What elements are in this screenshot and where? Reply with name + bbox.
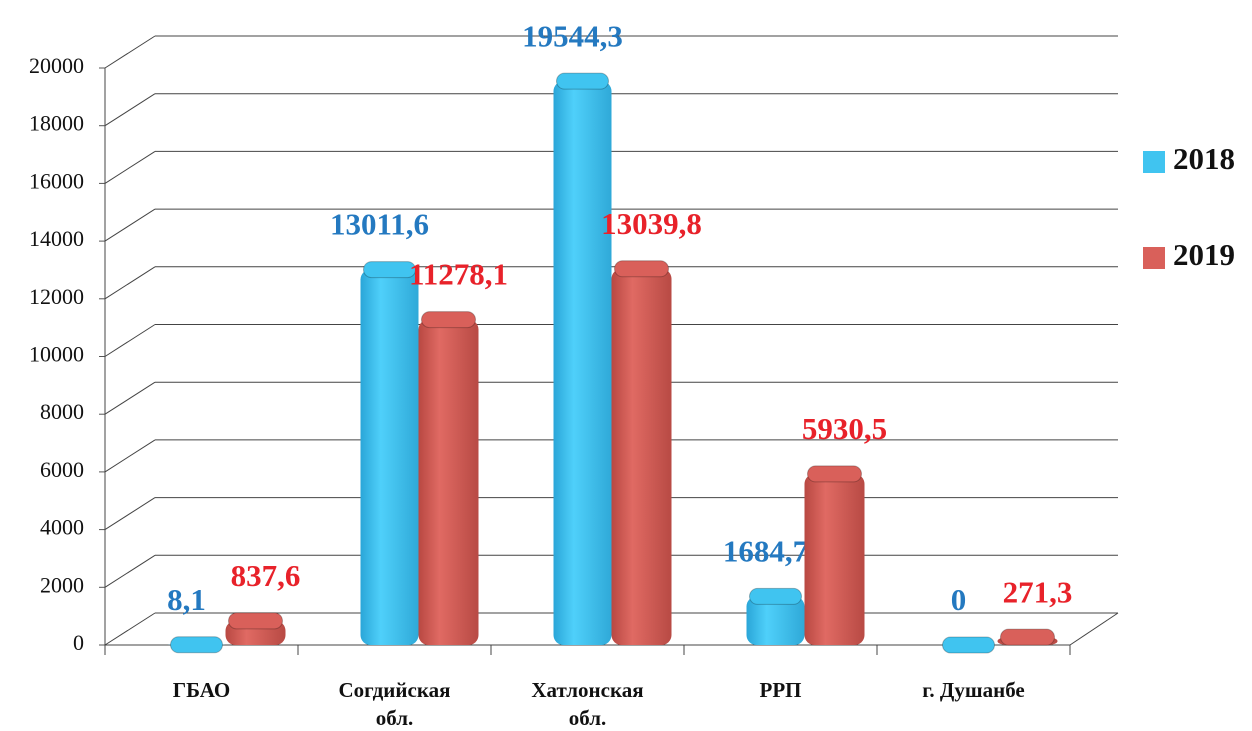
legend-swatch — [1143, 151, 1165, 173]
grid-line — [104, 266, 156, 300]
data-label: 13039,8 — [601, 206, 702, 241]
legend-label: 2019 — [1173, 237, 1235, 272]
bar-cap — [228, 612, 283, 630]
grid-line — [104, 150, 156, 184]
grid-line — [104, 497, 156, 531]
data-label: 1684,7 — [723, 534, 808, 569]
x-tick-label: ГБАО — [172, 678, 231, 702]
bar-cap — [363, 261, 416, 279]
grid-line — [104, 324, 156, 357]
data-label: 8,1 — [167, 582, 206, 617]
y-tick-label: 2000 — [40, 572, 84, 597]
x-tick-label: Согдийская обл. — [338, 678, 451, 730]
bar-cap — [170, 636, 223, 654]
y-tick-label: 0 — [73, 630, 84, 655]
grid-line — [104, 439, 156, 473]
y-tick-label: 8000 — [40, 399, 84, 424]
bar — [942, 636, 995, 654]
bar-body — [553, 81, 612, 645]
data-label: 271,3 — [1003, 574, 1073, 609]
data-label: 5930,5 — [802, 411, 887, 446]
bar — [611, 260, 672, 645]
bar — [997, 628, 1058, 646]
data-label: 837,6 — [231, 558, 301, 593]
bar — [225, 612, 286, 645]
bar-body — [804, 473, 865, 645]
bar-cap — [807, 465, 862, 483]
floor-edge — [1069, 612, 1119, 646]
bar — [167, 636, 226, 654]
bar-body — [360, 269, 419, 645]
bar-cap — [556, 72, 609, 90]
legend-label: 2018 — [1173, 141, 1235, 176]
data-label: 0 — [951, 582, 967, 617]
bar — [804, 465, 865, 645]
grid-line — [104, 35, 156, 69]
y-tick-label: 18000 — [29, 111, 84, 136]
bar-body — [418, 319, 479, 645]
y-tick-label: 14000 — [29, 226, 84, 251]
data-label: 11278,1 — [409, 257, 508, 292]
grid-line — [104, 381, 156, 415]
bar — [360, 261, 419, 645]
data-label: 13011,6 — [330, 207, 429, 242]
x-tick-label: Хатлонская обл. — [531, 678, 644, 730]
legend-swatch — [1143, 247, 1165, 269]
grid-line — [104, 612, 156, 646]
bar-body — [746, 596, 805, 645]
x-tick-label: г. Душанбе — [922, 678, 1025, 702]
y-tick-label: 4000 — [40, 515, 84, 540]
bar-cap — [1000, 628, 1055, 646]
y-tick-label: 6000 — [40, 457, 84, 482]
y-tick-label: 20000 — [29, 53, 84, 78]
bar — [418, 311, 479, 645]
grid-line — [104, 93, 156, 127]
y-tick-label: 12000 — [29, 284, 84, 309]
grid-line — [104, 554, 156, 588]
bar — [553, 72, 612, 645]
bar-cap — [942, 636, 995, 654]
bar-cap — [421, 311, 476, 329]
y-tick-label: 16000 — [29, 168, 84, 193]
bar-cap — [749, 587, 802, 605]
bar-cap — [614, 260, 669, 278]
x-tick-label: РРП — [759, 678, 802, 702]
bar — [746, 587, 805, 645]
grid-line — [104, 208, 156, 242]
y-tick-label: 10000 — [29, 342, 84, 367]
data-label: 19544,3 — [522, 18, 623, 53]
bar-body — [611, 268, 672, 645]
